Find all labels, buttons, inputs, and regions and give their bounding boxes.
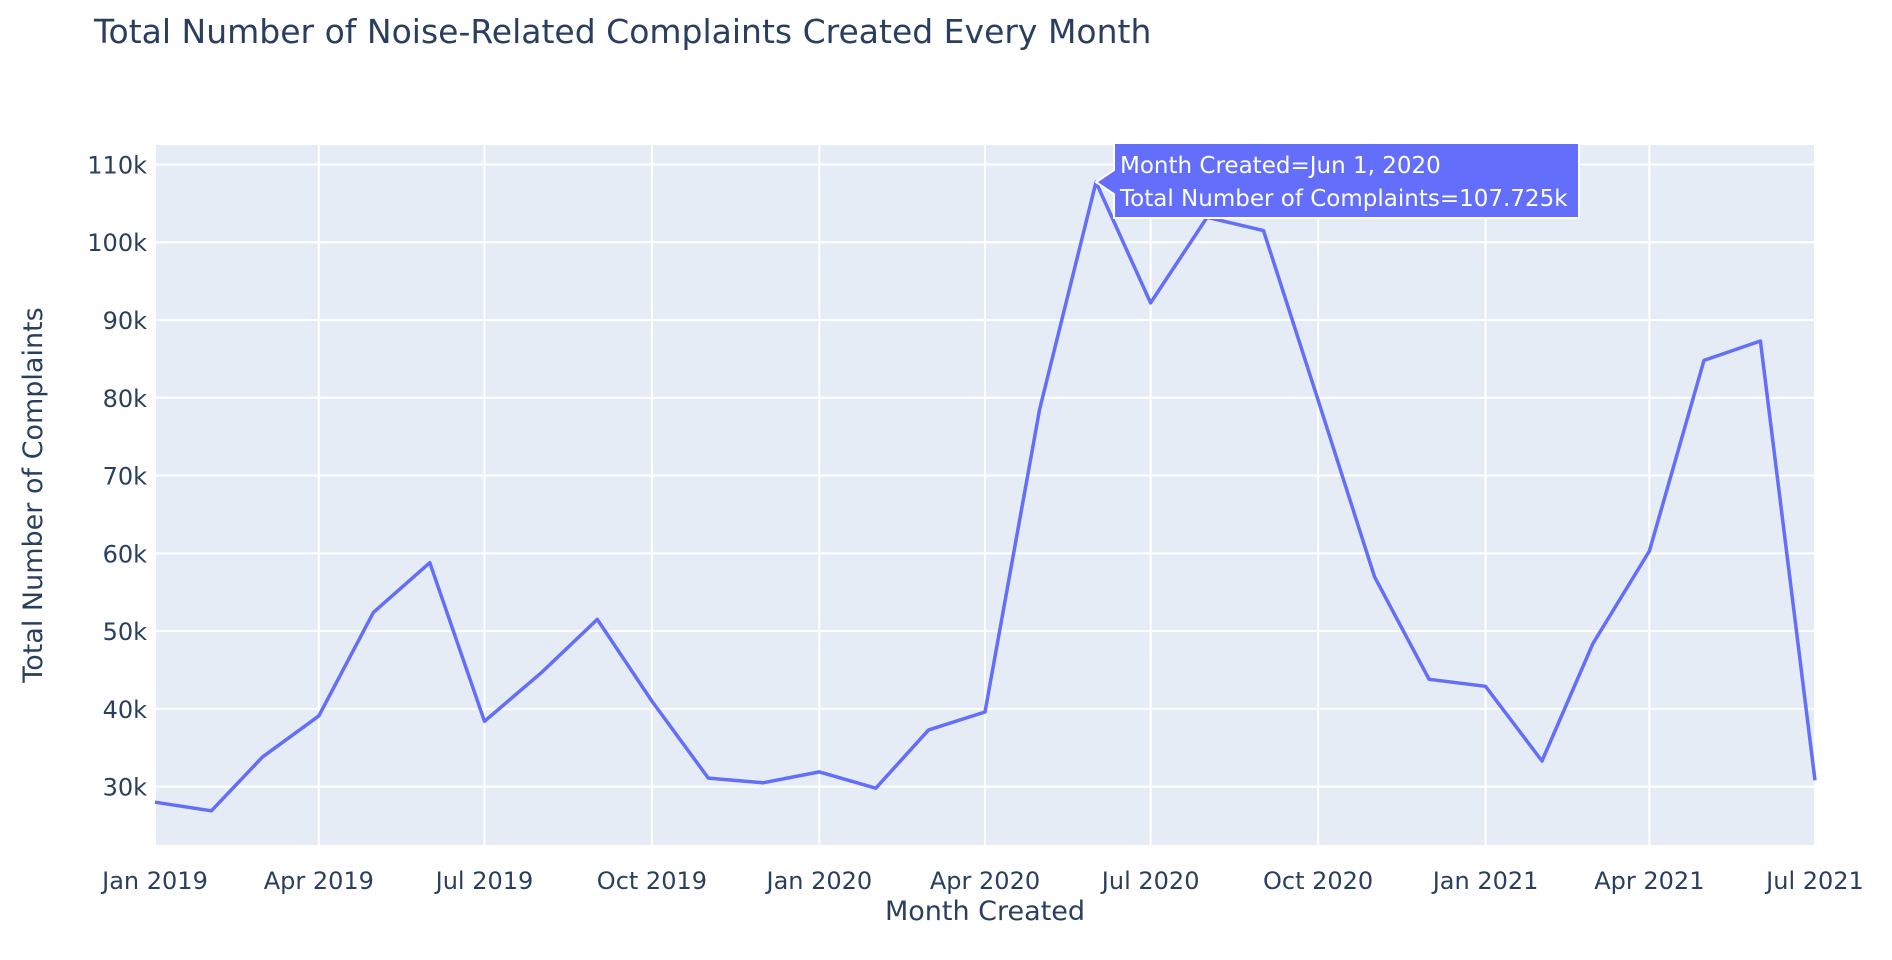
- data-point[interactable]: [590, 612, 604, 626]
- x-axis-title: Month Created: [885, 896, 1085, 927]
- x-tick-label: Oct 2019: [597, 867, 707, 895]
- data-point[interactable]: [1256, 224, 1270, 238]
- data-point[interactable]: [1642, 544, 1656, 558]
- y-tick-label: 70k: [103, 463, 148, 491]
- x-tick-label: Apr 2021: [1594, 867, 1704, 895]
- x-tick-label: Apr 2020: [930, 867, 1040, 895]
- data-point[interactable]: [1033, 402, 1047, 416]
- series-line: [154, 180, 1817, 813]
- data-point[interactable]: [423, 556, 437, 570]
- x-tick-label: Apr 2019: [264, 867, 374, 895]
- data-point[interactable]: [1753, 334, 1767, 348]
- data-point[interactable]: [1808, 773, 1822, 787]
- hover-label-box: [1094, 142, 1581, 219]
- data-point[interactable]: [756, 776, 770, 790]
- x-tick-label: Jan 2019: [100, 867, 208, 895]
- y-tick-label: 30k: [103, 774, 148, 802]
- y-tick-label: 100k: [87, 229, 147, 257]
- data-point[interactable]: [922, 723, 936, 737]
- x-tick-label: Jul 2020: [1100, 867, 1200, 895]
- chart-title: Total Number of Noise-Related Complaints…: [93, 12, 1151, 51]
- data-point[interactable]: [148, 795, 162, 809]
- x-tick-label: Jul 2021: [1764, 867, 1864, 895]
- data-point[interactable]: [1368, 570, 1382, 584]
- x-tick-label: Jan 2020: [765, 867, 873, 895]
- data-point[interactable]: [1422, 672, 1436, 686]
- y-tick-label: 50k: [103, 618, 148, 646]
- y-tick-label: 110k: [87, 151, 147, 179]
- y-tick-label: 40k: [103, 696, 148, 724]
- data-point[interactable]: [1311, 393, 1325, 407]
- data-point[interactable]: [255, 750, 269, 764]
- data-point[interactable]: [1535, 754, 1549, 768]
- data-point[interactable]: [366, 605, 380, 619]
- data-point[interactable]: [1479, 679, 1493, 693]
- y-axis-title: Total Number of Complaints: [18, 307, 49, 683]
- hover-label-x: Month Created=Jun 1, 2020: [1120, 153, 1441, 179]
- x-axis-ticks: Jan 2019 Apr 2019 Jul 2019 Oct 2019 Jan 2020…: [100, 867, 1864, 895]
- data-point[interactable]: [812, 765, 826, 779]
- data-point[interactable]: [477, 714, 491, 728]
- data-point[interactable]: [645, 694, 659, 708]
- data-point[interactable]: [701, 771, 715, 785]
- data-point[interactable]: [1586, 637, 1600, 651]
- data-point[interactable]: [978, 705, 992, 719]
- data-point[interactable]: [204, 804, 218, 818]
- y-tick-label: 90k: [103, 307, 148, 335]
- x-tick-label: Jul 2019: [434, 867, 534, 895]
- hover-tooltip: Month Created=Jun 1, 2020 Total Number of…: [1094, 142, 1581, 219]
- gridlines: [154, 145, 1816, 845]
- data-point[interactable]: [1144, 296, 1158, 310]
- data-point[interactable]: [534, 666, 548, 680]
- y-tick-label: 60k: [103, 540, 148, 568]
- x-tick-label: Oct 2020: [1263, 867, 1373, 895]
- y-tick-label: 80k: [103, 385, 148, 413]
- data-point[interactable]: [312, 709, 326, 723]
- series-layer: [148, 180, 1822, 818]
- hover-label-y: Total Number of Complaints=107.725k: [1119, 186, 1568, 212]
- x-tick-label: Jan 2021: [1431, 867, 1539, 895]
- data-point[interactable]: [1697, 353, 1711, 367]
- y-axis-ticks: 30k 40k 50k 60k 70k 80k 90k 100k 110k: [87, 151, 147, 801]
- data-point[interactable]: [869, 781, 883, 795]
